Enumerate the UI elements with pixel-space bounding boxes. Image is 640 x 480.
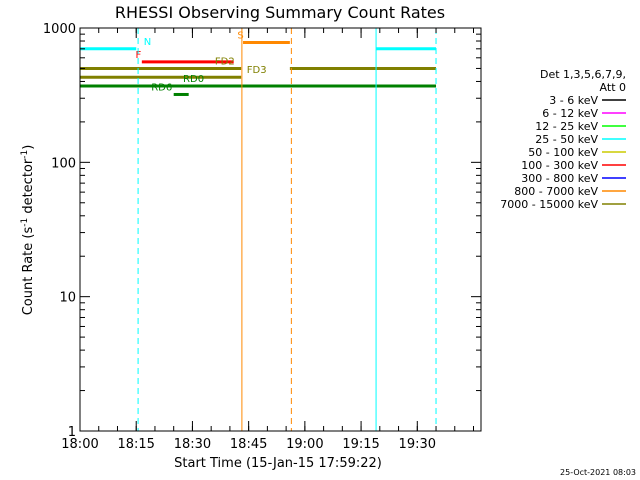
legend-header-line1: Det 1,3,5,6,7,9, bbox=[540, 68, 626, 81]
flag-label-s: S bbox=[237, 30, 243, 41]
legend-label: 800 - 7000 keV bbox=[514, 185, 598, 198]
legend-label: 50 - 100 keV bbox=[528, 146, 598, 159]
flag-label-fd3: FD3 bbox=[247, 65, 267, 76]
x-tick-label: 18:15 bbox=[117, 437, 154, 452]
legend-label: 6 - 12 keV bbox=[542, 107, 598, 120]
legend-label: 100 - 300 keV bbox=[521, 159, 598, 172]
flag-layer: NF S FD2 FD3 RD0 RD6 bbox=[80, 30, 437, 96]
x-tick-label: 19:30 bbox=[399, 437, 436, 452]
flag-label-f: F bbox=[135, 50, 141, 61]
y-tick-label: 10 bbox=[59, 291, 76, 306]
flag-label-rd0: RD0 bbox=[183, 74, 204, 85]
legend-label: 3 - 6 keV bbox=[549, 94, 598, 107]
legend-label: 300 - 800 keV bbox=[521, 172, 598, 185]
flag-label-rd6: RD6 bbox=[151, 82, 172, 93]
plot-frame bbox=[79, 27, 482, 432]
x-axis: 18:00 18:15 18:30 18:45 19:00 19:15 19:30 bbox=[61, 28, 475, 452]
x-tick-label: 19:15 bbox=[342, 437, 379, 452]
flag-label-fd2: FD2 bbox=[215, 56, 235, 67]
x-axis-label: Start Time (15-Jan-15 17:59:22) bbox=[174, 456, 382, 471]
legend-label: 25 - 50 keV bbox=[535, 133, 598, 146]
y-tick-label: 100 bbox=[51, 156, 76, 171]
flag-label-n: N bbox=[144, 37, 151, 48]
legend-label: 7000 - 15000 keV bbox=[500, 198, 598, 211]
timestamp: 25-Oct-2021 08:03 bbox=[560, 468, 636, 477]
legend-label: 12 - 25 keV bbox=[535, 120, 598, 133]
chart-title: RHESSI Observing Summary Count Rates bbox=[115, 3, 445, 22]
y-tick-label: 1000 bbox=[43, 22, 76, 37]
y-axis: 1 10 100 1000 bbox=[43, 22, 481, 440]
vertical-markers bbox=[79, 28, 437, 431]
y-tick-label: 1 bbox=[68, 425, 76, 440]
legend-header-line2: Att 0 bbox=[600, 81, 626, 94]
y-axis-label: Count Rate (s-1 detector-1) bbox=[20, 145, 36, 316]
x-tick-label: 18:00 bbox=[61, 437, 98, 452]
x-tick-label: 18:45 bbox=[230, 437, 267, 452]
x-tick-label: 18:30 bbox=[174, 437, 211, 452]
x-tick-label: 19:00 bbox=[286, 437, 323, 452]
